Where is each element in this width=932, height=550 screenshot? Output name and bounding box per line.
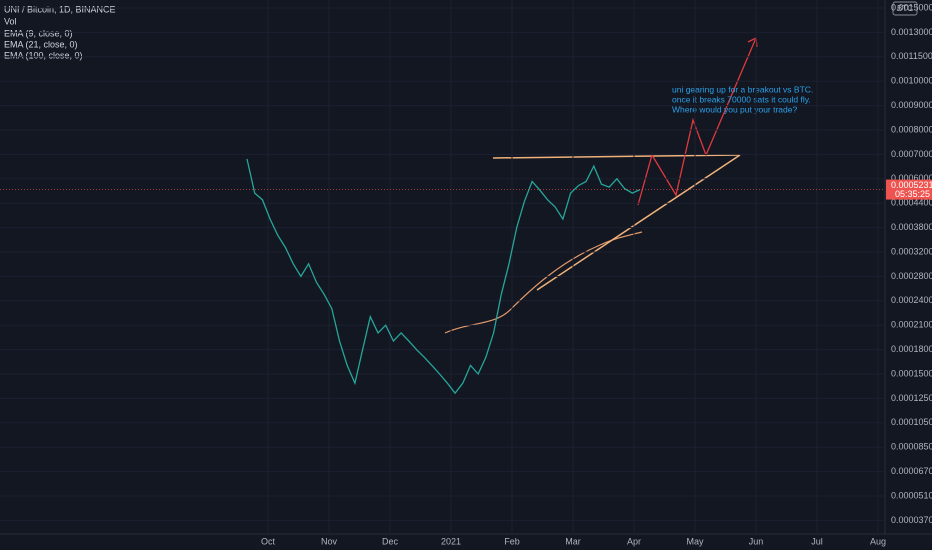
last-price-label: 0.00052312 bbox=[891, 180, 932, 190]
symbol-title: UNI / Bitcoin, 1D, BINANCE bbox=[4, 4, 116, 14]
resistance-line bbox=[492, 154, 741, 159]
volume-legend: Vol bbox=[4, 16, 17, 26]
x-tick-label: Feb bbox=[504, 536, 520, 546]
y-tick-label: 0.00003700 bbox=[891, 515, 932, 525]
price-line bbox=[246, 158, 641, 395]
annotation-line: Where would you put your trade? bbox=[672, 104, 797, 114]
currency-label: BTC bbox=[897, 4, 913, 13]
x-tick-label: Jul bbox=[811, 536, 823, 546]
support-trendline bbox=[536, 154, 741, 291]
x-tick-label: Nov bbox=[321, 536, 338, 546]
x-tick-label: Oct bbox=[261, 536, 276, 546]
countdown-label: 05:35:25 bbox=[895, 189, 930, 199]
ema-100-curve bbox=[444, 231, 643, 334]
annotation-line: once it breaks 70000 sats it could fly. bbox=[672, 94, 811, 104]
x-tick-label: Jun bbox=[749, 536, 764, 546]
indicator-legend: EMA (9, close, 0) bbox=[4, 28, 73, 38]
x-tick-label: Mar bbox=[565, 536, 581, 546]
last-price-badge bbox=[886, 179, 932, 200]
projection-path bbox=[637, 37, 757, 206]
indicator-legend: EMA (21, close, 0) bbox=[4, 39, 78, 49]
currency-badge bbox=[892, 1, 918, 16]
x-tick-label: Aug bbox=[870, 536, 886, 546]
x-tick-label: May bbox=[686, 536, 704, 546]
x-tick-label: Apr bbox=[627, 536, 641, 546]
indicator-legend: EMA (100, close, 0) bbox=[4, 50, 83, 60]
annotation-line: uni gearing up for a breakout vs BTC. bbox=[672, 84, 813, 94]
x-tick-label: 2021 bbox=[441, 536, 461, 546]
x-tick-label: Dec bbox=[382, 536, 399, 546]
